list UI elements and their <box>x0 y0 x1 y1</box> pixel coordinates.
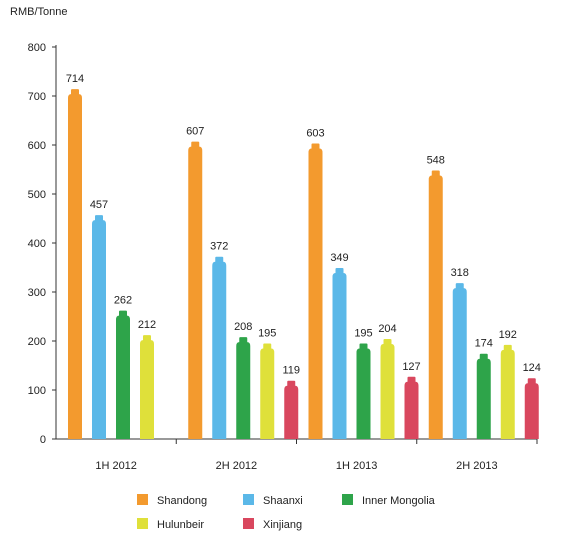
bar-shaanxi-2h-2012 <box>212 256 227 439</box>
y-tick-label: 600 <box>28 140 46 152</box>
bar-hulunbeir-1h-2013 <box>380 339 395 439</box>
bar-hulunbeir-2h-2013 <box>500 344 515 439</box>
data-label: 372 <box>210 241 228 253</box>
data-label: 208 <box>234 321 252 333</box>
bar-shaanxi-2h-2013 <box>452 283 467 439</box>
data-label: 607 <box>186 126 204 138</box>
y-axis-unit-label: RMB/Tonne <box>10 6 67 18</box>
data-label: 262 <box>114 295 132 307</box>
x-tick-labels: 1H 2012 2H 2012 1H 2013 2H 2013 <box>95 460 497 472</box>
legend-swatch-shandong <box>137 494 148 505</box>
y-tick-label: 0 <box>40 434 46 446</box>
data-label: 212 <box>138 319 156 331</box>
bar-shandong-1h-2013 <box>308 143 323 439</box>
legend-swatch-shaanxi <box>243 494 254 505</box>
data-label: 195 <box>258 327 276 339</box>
legend-label-xinjiang: Xinjiang <box>263 519 302 531</box>
data-label: 457 <box>90 199 108 211</box>
legend-label-shandong: Shandong <box>157 495 207 507</box>
x-tick-label: 1H 2012 <box>95 460 137 472</box>
data-labels: 714 457 262 212 607 372 208 195 119 603 349 195 204 1… <box>66 73 541 377</box>
bar-xinjiang-2h-2013 <box>524 378 539 439</box>
bar-inner-mongolia-1h-2013 <box>356 343 371 439</box>
legend-label-shaanxi: Shaanxi <box>263 495 303 507</box>
legend-swatch-xinjiang <box>243 518 254 529</box>
y-tick-labels: 0 100 200 300 400 500 600 700 800 <box>28 42 46 446</box>
legend-label-hulunbeir: Hulunbeir <box>157 519 204 531</box>
data-label: 124 <box>523 362 541 374</box>
y-tick-label: 500 <box>28 189 46 201</box>
y-tick-label: 200 <box>28 336 46 348</box>
bar-shandong-2h-2013 <box>428 170 443 440</box>
x-tick-label: 1H 2013 <box>336 460 378 472</box>
data-label: 603 <box>306 128 324 140</box>
legend-swatch-inner-mongolia <box>342 494 353 505</box>
data-label: 119 <box>282 365 300 377</box>
x-tick-label: 2H 2013 <box>456 460 498 472</box>
bars <box>68 89 539 440</box>
bar-shandong-1h-2012 <box>68 89 82 439</box>
bar-shandong-2h-2012 <box>188 141 203 439</box>
x-tick-label: 2H 2012 <box>216 460 258 472</box>
data-label: 318 <box>451 267 469 279</box>
bar-xinjiang-2h-2012 <box>284 380 299 439</box>
data-label: 714 <box>66 73 84 85</box>
legend-label-inner-mongolia: Inner Mongolia <box>362 495 436 507</box>
legend: Shandong Shaanxi Inner Mongolia Hulunbeir Xi… <box>137 494 436 531</box>
bar-shaanxi-1h-2013 <box>332 267 347 439</box>
y-tick-label: 800 <box>28 42 46 54</box>
bar-shaanxi-1h-2012 <box>92 215 106 439</box>
data-label: 192 <box>499 329 517 341</box>
data-label: 174 <box>475 338 493 350</box>
bar-hulunbeir-2h-2012 <box>260 343 275 439</box>
data-label: 127 <box>402 361 420 373</box>
bar-inner-mongolia-1h-2012 <box>116 310 130 439</box>
data-label: 204 <box>378 323 396 335</box>
bar-inner-mongolia-2h-2012 <box>236 337 251 439</box>
data-label: 195 <box>354 327 372 339</box>
y-tick-label: 400 <box>28 238 46 250</box>
legend-swatch-hulunbeir <box>137 518 148 529</box>
data-label: 349 <box>330 252 348 264</box>
y-tick-label: 100 <box>28 385 46 397</box>
data-label: 548 <box>427 154 445 166</box>
y-tick-label: 700 <box>28 91 46 103</box>
bar-xinjiang-1h-2013 <box>404 376 419 439</box>
y-tick-label: 300 <box>28 287 46 299</box>
bar-hulunbeir-1h-2012 <box>140 335 154 439</box>
bar-inner-mongolia-2h-2013 <box>476 353 491 439</box>
